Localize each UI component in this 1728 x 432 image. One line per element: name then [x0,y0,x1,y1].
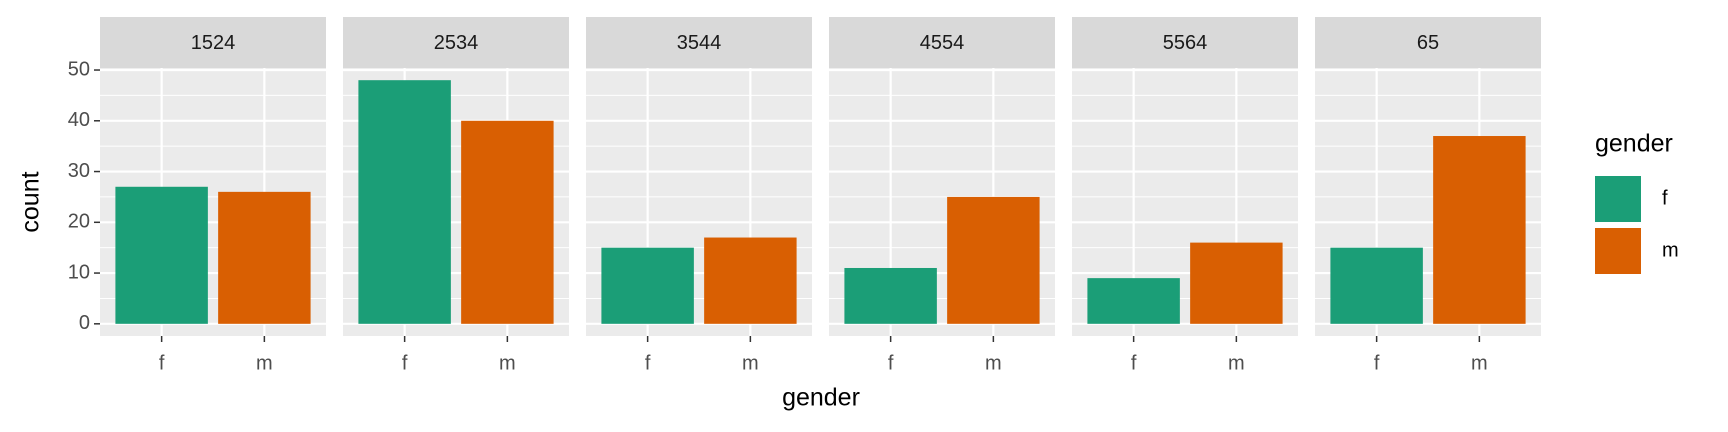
y-tick-label: 40 [68,109,90,131]
x-tick-label: m [1471,352,1488,374]
strip [1315,17,1541,68]
x-tick-label: f [1374,352,1380,374]
strip-label: 4554 [920,32,965,54]
legend-label: m [1662,239,1679,261]
strip-label: 65 [1417,32,1439,54]
strip-label: 1524 [191,32,236,54]
x-tick-label: m [499,352,516,374]
y-axis-title: count [17,171,45,232]
strip-label: 5564 [1163,32,1208,54]
x-tick-label: f [159,352,165,374]
strip [586,17,812,68]
bar [947,196,1040,324]
y-tick-label: 0 [79,312,90,334]
y-tick-label: 10 [68,261,90,283]
legend-title: gender [1595,130,1673,158]
strip [100,17,326,68]
legend-key [1595,228,1641,274]
bar [1433,136,1526,324]
strip-label: 2534 [434,32,479,54]
x-tick-label: m [985,352,1002,374]
x-tick-label: m [256,352,273,374]
x-tick-label: f [888,352,894,374]
bar [358,80,451,324]
bar [704,237,797,324]
strip [1072,17,1298,68]
strip-label: 3544 [677,32,722,54]
bar [601,247,694,324]
x-axis-title: gender [782,384,860,412]
bar [115,186,208,324]
y-tick-label: 50 [68,58,90,80]
strip [343,17,569,68]
bar [461,120,554,324]
y-tick-label: 30 [68,160,90,182]
bar [1087,278,1180,324]
x-tick-label: f [402,352,408,374]
x-tick-label: m [1228,352,1245,374]
x-tick-label: f [645,352,651,374]
x-tick-label: f [1131,352,1137,374]
strip [829,17,1055,68]
bar [1190,242,1283,324]
legend-key [1595,176,1641,222]
legend-label: f [1662,187,1668,209]
bar [844,267,937,324]
y-tick-label: 20 [68,211,90,233]
bar [218,191,311,324]
bar [1330,247,1423,324]
x-tick-label: m [742,352,759,374]
